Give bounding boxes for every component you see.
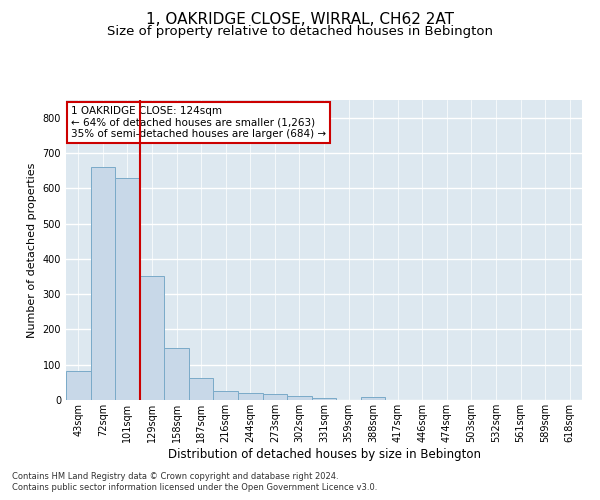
Text: Size of property relative to detached houses in Bebington: Size of property relative to detached ho… bbox=[107, 25, 493, 38]
Bar bbox=[66, 370, 91, 400]
Text: Contains HM Land Registry data © Crown copyright and database right 2024.: Contains HM Land Registry data © Crown c… bbox=[12, 472, 338, 481]
Y-axis label: Number of detached properties: Number of detached properties bbox=[27, 162, 37, 338]
Bar bbox=[361, 397, 385, 400]
Text: 1 OAKRIDGE CLOSE: 124sqm
← 64% of detached houses are smaller (1,263)
35% of sem: 1 OAKRIDGE CLOSE: 124sqm ← 64% of detach… bbox=[71, 106, 326, 139]
Bar bbox=[91, 167, 115, 400]
Bar bbox=[238, 393, 263, 400]
Bar bbox=[312, 398, 336, 400]
Bar bbox=[263, 394, 287, 400]
Bar bbox=[189, 378, 214, 400]
Bar bbox=[115, 178, 140, 400]
Text: Contains public sector information licensed under the Open Government Licence v3: Contains public sector information licen… bbox=[12, 484, 377, 492]
Bar bbox=[164, 348, 189, 400]
Bar bbox=[287, 396, 312, 400]
Text: 1, OAKRIDGE CLOSE, WIRRAL, CH62 2AT: 1, OAKRIDGE CLOSE, WIRRAL, CH62 2AT bbox=[146, 12, 454, 28]
X-axis label: Distribution of detached houses by size in Bebington: Distribution of detached houses by size … bbox=[167, 448, 481, 460]
Bar bbox=[140, 276, 164, 400]
Bar bbox=[214, 391, 238, 400]
